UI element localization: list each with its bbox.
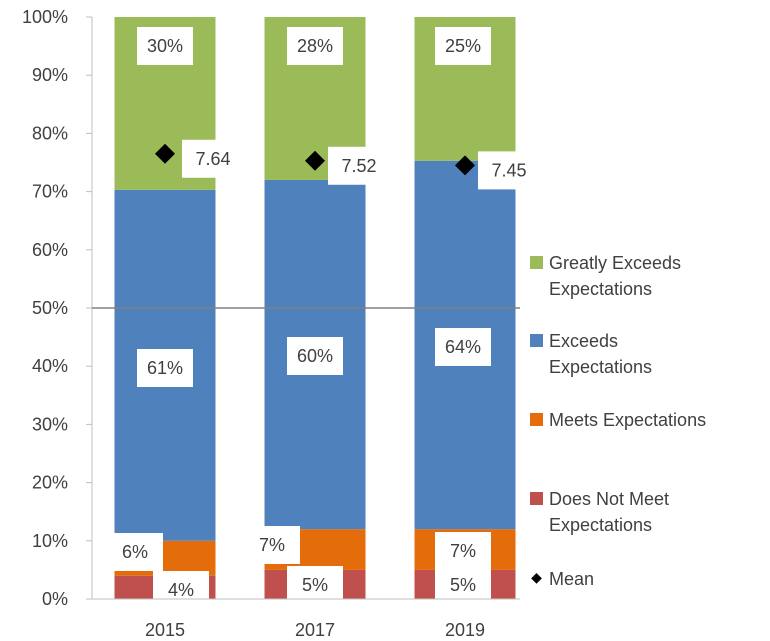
legend-item-exceeds: Exceeds Expectations [530,328,764,380]
data-labels: 4% 5% 5% 6% 7% 7% 61% 60% 64% 30% 28% 25% 7.64 7.52 7.… [107,27,540,609]
legend-label-meets: Meets Expectations [549,410,707,430]
mean-label-box [182,139,244,178]
y-tick-label: 90% [32,65,68,85]
mean-label-box [478,151,540,190]
data-label: 6% [122,542,148,562]
y-tick-label: 60% [32,240,68,260]
y-tick-label: 70% [32,182,68,202]
mean-marker [455,155,475,176]
y-tick-label: 0% [42,589,68,609]
data-label-box [153,571,209,609]
x-tick-label: 2019 [445,620,485,640]
x-axis-ticks: 2015 2017 2019 [92,598,520,640]
data-label: 25% [445,36,481,56]
data-label: 60% [297,346,333,366]
legend-label-does-not-meet-line1: Does Not Meet [549,489,670,509]
data-label: 64% [445,337,481,357]
data-label-box [287,566,343,604]
y-tick-label: 50% [32,298,68,318]
data-label-box [137,27,193,65]
legend-swatch-exceeds [530,334,543,347]
data-label-box [435,328,491,366]
y-tick-label: 10% [32,531,68,551]
legend-label-mean: Mean [549,569,595,589]
legend-label-exceeds-line2: Expectations [549,357,653,377]
y-tick-label: 30% [32,414,68,434]
data-label-box [137,349,193,387]
data-label-box [107,533,163,571]
data-label: 4% [168,580,194,600]
legend-swatch-does-not-meet [530,492,543,505]
data-label-box [287,27,343,65]
mean-label: 7.45 [491,160,526,180]
data-label: 5% [302,575,328,595]
y-tick-label: 40% [32,356,68,376]
legend-label-does-not-meet-line2: Expectations [549,515,653,535]
mean-label-box [328,146,390,185]
legend-label-exceeds-line1: Exceeds [549,331,619,351]
legend-item-meets: Meets Expectations [530,407,764,433]
data-label-box [244,526,300,564]
y-tick-label: 100% [22,7,68,27]
data-label-box [287,337,343,375]
x-tick-label: 2017 [295,620,335,640]
mean-markers [155,143,475,176]
data-label: 5% [450,575,476,595]
data-label: 7% [450,541,476,561]
mean-label: 7.52 [341,156,376,176]
mean-marker [305,150,325,171]
legend-label-greatly-exceeds-line2: Expectations [549,279,653,299]
legend-swatch-meets [530,413,543,426]
y-tick-label: 20% [32,473,68,493]
legend-label-greatly-exceeds-line1: Greatly Exceeds [549,253,682,273]
mean-label: 7.64 [195,149,230,169]
data-label: 7% [259,535,285,555]
legend-item-does-not-meet: Does Not Meet Expectations [530,486,764,538]
mean-marker [155,143,175,164]
legend-item-mean: ◆ Mean [530,566,764,592]
diamond-icon: ◆ [531,569,542,585]
data-label-box [435,27,491,65]
y-axis-ticks: 0% 10% 20% 30% 40% 50% 60% 70% 80% 90% 100% [22,7,93,609]
data-label-box [435,566,491,604]
data-label-box [435,532,491,570]
x-tick-label: 2015 [145,620,185,640]
data-label: 28% [297,36,333,56]
legend-swatch-greatly-exceeds [530,256,543,269]
data-label: 61% [147,358,183,378]
data-label: 30% [147,36,183,56]
legend-item-greatly-exceeds: Greatly Exceeds Expectations [530,250,764,302]
y-tick-label: 80% [32,123,68,143]
